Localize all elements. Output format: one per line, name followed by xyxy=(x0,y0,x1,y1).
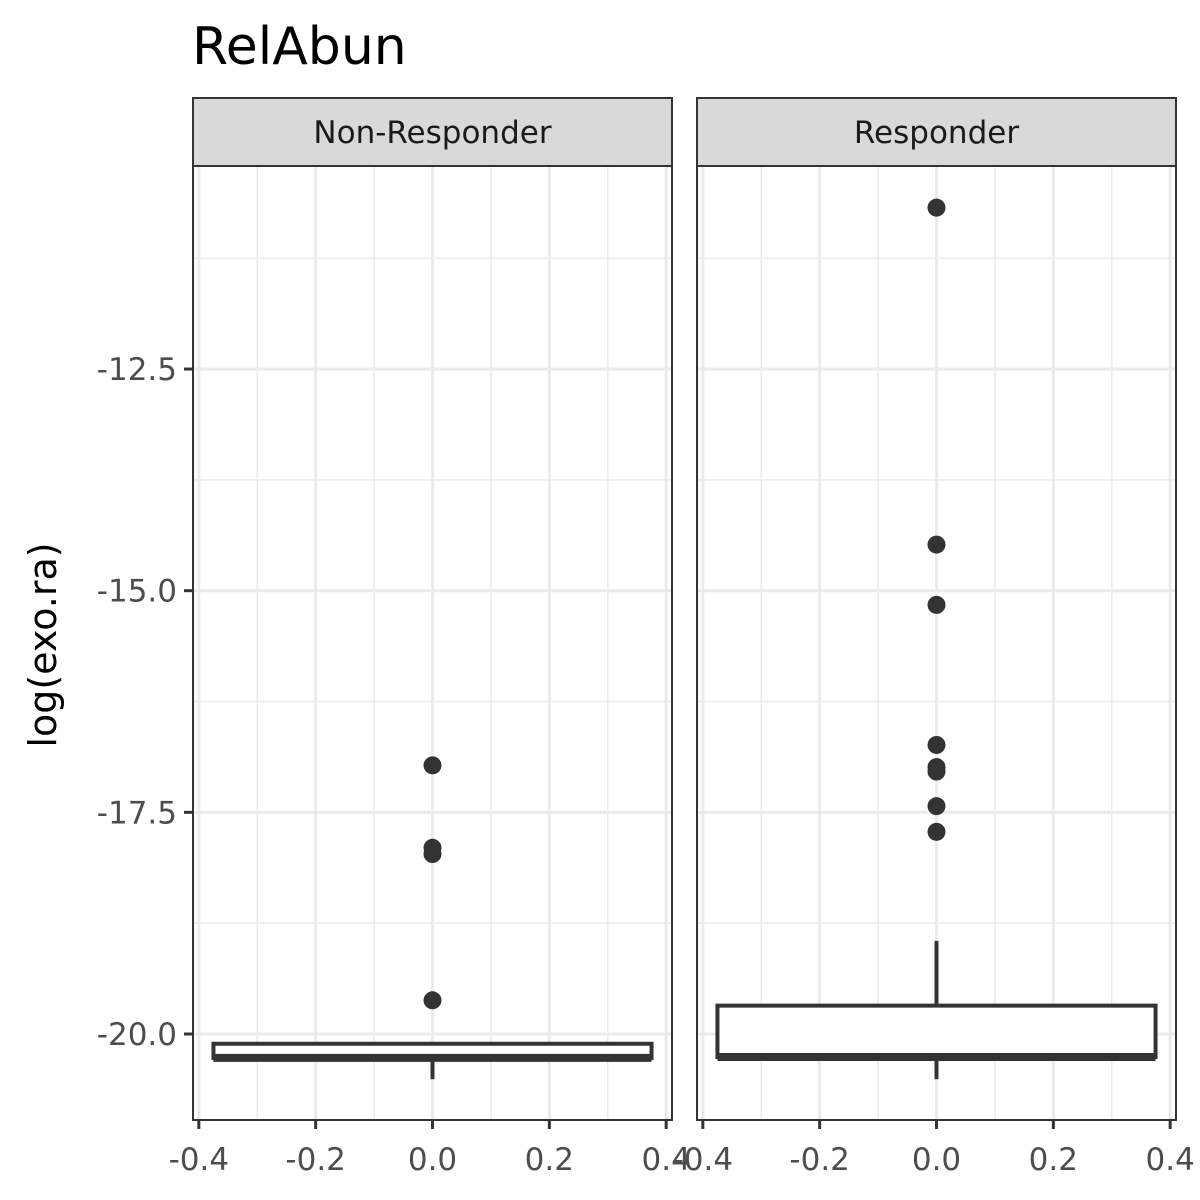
panels: Non-Responder -0.4 -0.2 0.0 0.2 0.4 Responder -… xyxy=(169,97,1195,1178)
outlier-point xyxy=(927,535,946,554)
x-tick-label: -0.2 xyxy=(285,1142,346,1178)
outlier-point xyxy=(927,822,946,841)
x-tick-label: -0.4 xyxy=(169,1142,230,1178)
outlier-point xyxy=(423,991,442,1010)
outlier-point xyxy=(927,595,946,614)
x-tick-label: 0.4 xyxy=(1146,1142,1195,1178)
x-tick-label: 0.4 xyxy=(642,1142,691,1178)
x-tick-label: 0.0 xyxy=(912,1142,961,1178)
y-tick-label: -17.5 xyxy=(97,795,177,831)
y-tick-label: -12.5 xyxy=(97,352,177,388)
box xyxy=(715,1003,1158,1060)
panel-responder: Responder -0.4 -0.2 0.0 0.2 0.4 xyxy=(673,97,1195,1178)
facet-strip xyxy=(696,97,1177,167)
outlier-point xyxy=(423,845,442,864)
y-axis-label: log(exo.ra) xyxy=(21,542,65,747)
y-axis: -12.5 -15.0 -17.5 -20.0 xyxy=(97,352,193,1053)
x-tick-label: -0.2 xyxy=(789,1142,850,1178)
y-tick-label: -15.0 xyxy=(97,574,177,610)
facet-strip xyxy=(192,97,673,167)
x-tick-label: 0.2 xyxy=(525,1142,574,1178)
panel-non-responder: Non-Responder -0.4 -0.2 0.0 0.2 0.4 xyxy=(169,97,691,1178)
x-tick-label: -0.4 xyxy=(673,1142,734,1178)
outlier-point xyxy=(927,735,946,754)
facet-strip-label: Non-Responder xyxy=(313,115,551,151)
chart-title: RelAbun xyxy=(192,17,407,77)
outlier-point xyxy=(423,756,442,775)
x-tick-label: 0.2 xyxy=(1029,1142,1078,1178)
outlier-point xyxy=(927,762,946,781)
y-tick-label: -20.0 xyxy=(97,1017,177,1053)
outlier-point xyxy=(927,797,946,816)
x-tick-label: 0.0 xyxy=(408,1142,457,1178)
outlier-point xyxy=(927,198,946,217)
facet-strip-label: Responder xyxy=(854,115,1019,151)
